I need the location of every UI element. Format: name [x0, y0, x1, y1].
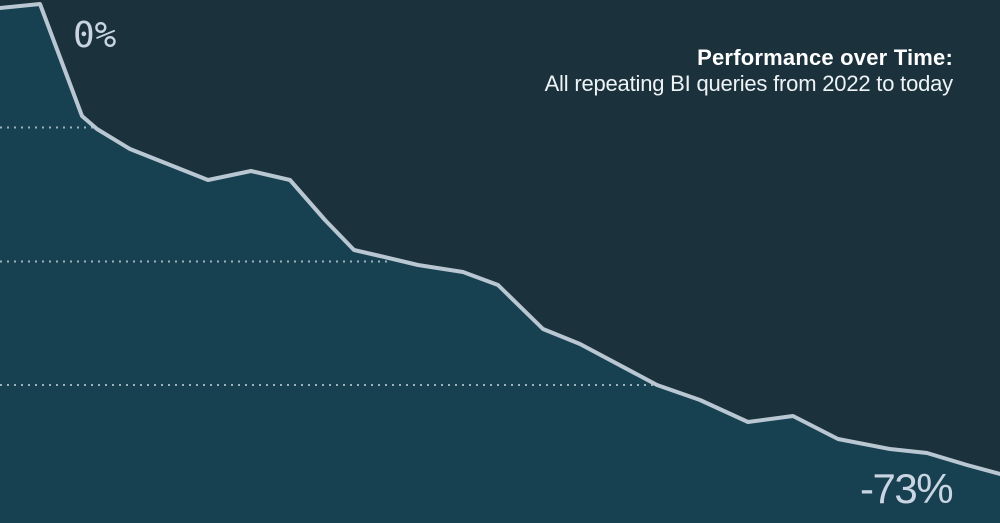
chart-subtitle: All repeating BI queries from 2022 to to…	[544, 71, 954, 96]
trend-line	[0, 2, 1000, 476]
chart-title: Performance over Time:	[697, 45, 953, 70]
dotted-gridlines-group	[0, 126, 656, 386]
end-value-label: -73%	[860, 465, 954, 512]
area-fill-shape	[0, 4, 1000, 523]
title-block: Performance over Time: All repeating BI …	[544, 45, 954, 97]
start-value-label: 0%	[73, 15, 117, 56]
